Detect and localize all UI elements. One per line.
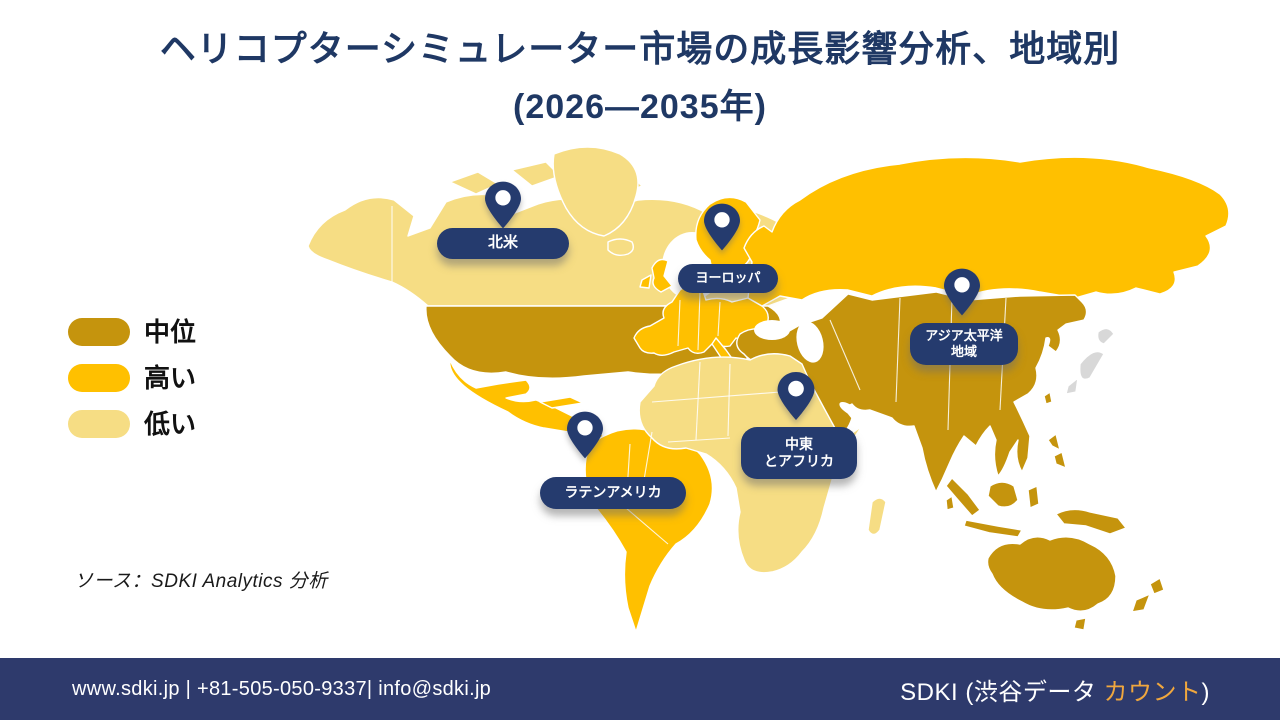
page-title: ヘリコプターシミュレーター市場の成長影響分析、地域別 (159, 28, 1121, 69)
region-greenland (552, 146, 639, 237)
world-map-svg (307, 146, 1230, 633)
region-sulawesi (1027, 485, 1040, 509)
region-madagascar (867, 497, 887, 536)
infographic-title: ヘリコプターシミュレーター市場の成長影響分析、地域別 (2026—2035年) (0, 26, 1280, 128)
map-pin-icon[interactable] (944, 268, 980, 316)
region-russia (743, 156, 1230, 307)
map-pin-icon[interactable] (567, 411, 603, 459)
region-philippines (1047, 433, 1061, 451)
brand-suffix: ) (1201, 678, 1210, 706)
legend-item-medium: 中位 (68, 318, 196, 346)
region-label-latin-america[interactable]: ラテンアメリカ (540, 477, 686, 509)
region-new-zealand (1149, 577, 1165, 595)
legend-swatch-high (68, 364, 130, 392)
legend-label: 低い (144, 409, 197, 439)
legend-label: 高い (144, 363, 197, 393)
brand-highlight: カウント (1103, 678, 1202, 706)
map-legend: 中位 高い 低い (68, 318, 196, 456)
region-australia (986, 536, 1117, 612)
legend-item-high: 高い (68, 364, 196, 392)
region-tasmania (1073, 617, 1087, 631)
region-label-middle-east-africa[interactable]: 中東 とアフリカ (741, 427, 857, 479)
legend-swatch-low (68, 410, 130, 438)
region-java (963, 519, 1023, 538)
brand-prefix: SDKI (渋谷データ (900, 678, 1104, 706)
region-label-asia-pacific[interactable]: アジア太平洋 地域 (910, 323, 1018, 365)
map-pin-icon[interactable] (777, 372, 815, 420)
footer-brand-logo: SDKI (渋谷データ カウント) (900, 672, 1210, 707)
region-japan (1096, 327, 1115, 345)
map-pin-icon[interactable] (704, 203, 740, 251)
legend-swatch-medium (68, 318, 130, 346)
region-borneo (987, 481, 1019, 508)
source-note: ソース：SDKI Analytics 分析 (74, 571, 328, 592)
region-label-north-america[interactable]: 北米 (437, 228, 569, 259)
footer-contact[interactable]: www.sdki.jp | +81-505-050-9337| info@sdk… (72, 677, 492, 700)
region-iceland (607, 238, 635, 257)
footer-bar: www.sdki.jp | +81-505-050-9337| info@sdk… (0, 658, 1280, 720)
world-map (300, 140, 1230, 650)
region-sumatra (945, 477, 981, 517)
map-pin-icon[interactable] (485, 181, 521, 229)
black-sea (754, 320, 790, 340)
region-new-zealand (1131, 593, 1151, 613)
legend-label: 中位 (144, 317, 197, 347)
page-title-years: (2026—2035年) (513, 88, 767, 126)
region-south-america (584, 428, 714, 633)
caspian-sea (796, 321, 824, 363)
region-uk (651, 258, 673, 293)
region-japan (1065, 377, 1079, 395)
region-philippines (1053, 451, 1067, 469)
region-sri-lanka (945, 495, 955, 511)
persian-gulf (839, 402, 859, 416)
region-label-europe[interactable]: ヨーロッパ (678, 264, 778, 293)
region-ireland (639, 274, 652, 289)
region-taiwan (1043, 391, 1053, 405)
region-japan (1079, 350, 1105, 381)
region-cuba (539, 396, 584, 409)
legend-item-low: 低い (68, 410, 196, 438)
region-new-guinea (1055, 508, 1127, 535)
